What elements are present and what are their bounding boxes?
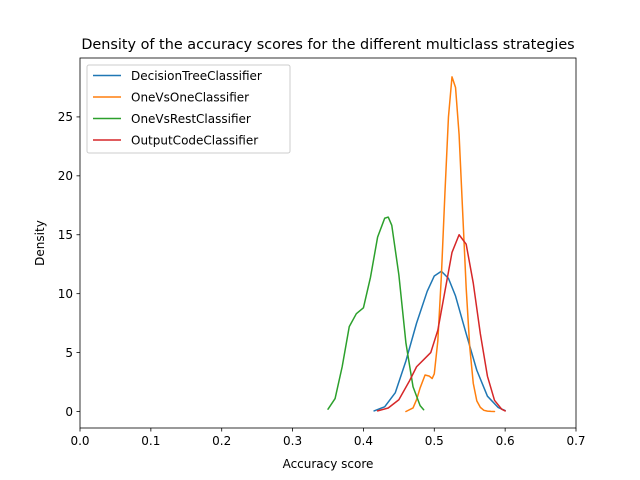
series-line-1 — [405, 76, 496, 413]
y-tick-label: 25 — [58, 110, 73, 124]
plot-lines — [327, 76, 506, 413]
legend-label: DecisionTreeClassifier — [131, 69, 262, 83]
series-line-2 — [327, 216, 425, 411]
y-tick-label: 10 — [58, 287, 73, 301]
x-tick-label: 0.4 — [354, 434, 373, 448]
legend-label: OneVsRestClassifier — [131, 112, 251, 126]
legend-label: OneVsOneClassifier — [131, 90, 249, 104]
y-tick-label: 0 — [65, 405, 73, 419]
x-tick-label: 0.0 — [70, 434, 89, 448]
legend-box — [86, 64, 291, 154]
chart-title: Density of the accuracy scores for the d… — [81, 37, 574, 53]
x-tick-label: 0.3 — [283, 434, 302, 448]
y-axis-label: Density — [33, 220, 47, 266]
legend: DecisionTreeClassifier OneVsOneClassifier… — [86, 64, 291, 154]
x-axis-ticks: 0.0 0.1 0.2 0.3 0.4 0.5 0.6 0.7 — [70, 428, 586, 448]
y-tick-label: 20 — [58, 169, 73, 183]
x-tick-label: 0.6 — [496, 434, 515, 448]
y-axis-ticks: 0 5 10 15 20 25 — [58, 110, 80, 419]
y-tick-label: 5 — [65, 346, 73, 360]
plot-frame — [79, 57, 577, 429]
x-tick-label: 0.2 — [212, 434, 231, 448]
series-line-3 — [376, 234, 506, 412]
x-tick-label: 0.7 — [566, 434, 585, 448]
x-axis-label: Accuracy score — [283, 457, 374, 471]
legend-label: OutputCodeClassifier — [131, 133, 258, 147]
x-tick-label: 0.5 — [425, 434, 444, 448]
y-tick-label: 15 — [58, 228, 73, 242]
x-tick-label: 0.1 — [141, 434, 160, 448]
